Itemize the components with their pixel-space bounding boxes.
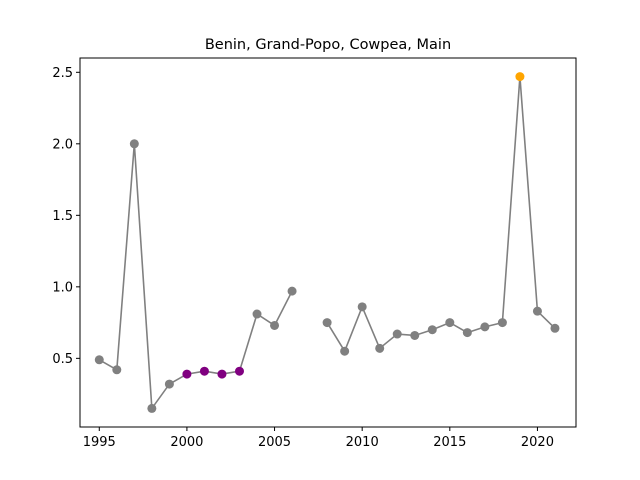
data-point [497, 318, 507, 328]
x-tick-label: 2005 [258, 435, 291, 450]
y-tick-label: 1.5 [52, 209, 73, 224]
data-point [252, 309, 262, 319]
x-tick-label: 2010 [346, 435, 379, 450]
data-point [340, 346, 350, 356]
data-point [287, 286, 297, 296]
chart-axes: 1995 2000 2005 2010 2015 2020 0.5 1.0 1.5 2.0 2.5 [52, 57, 577, 450]
y-tick-label: 2.0 [52, 137, 73, 152]
chart-marks [94, 72, 560, 413]
data-point [129, 139, 139, 149]
data-point [550, 323, 560, 333]
max-data-point [515, 72, 525, 82]
data-point [164, 379, 174, 389]
highlighted-data-point [199, 366, 209, 376]
data-point [147, 403, 157, 413]
data-point [112, 365, 122, 375]
data-point [410, 330, 420, 340]
x-tick-label: 2020 [521, 435, 554, 450]
plot-frame [79, 57, 577, 428]
y-tick-label: 1.0 [52, 280, 73, 295]
data-point [270, 320, 280, 330]
data-point [392, 329, 402, 339]
y-tick-label: 0.5 [52, 352, 73, 367]
x-tick-label: 2000 [170, 435, 203, 450]
data-point [322, 318, 332, 328]
x-tick-label: 1995 [83, 435, 116, 450]
highlighted-data-point [234, 366, 244, 376]
data-point [94, 355, 104, 365]
data-point [462, 328, 472, 338]
chart-title: Benin, Grand-Popo, Cowpea, Main [205, 37, 451, 53]
data-point [480, 322, 490, 332]
data-point [532, 306, 542, 316]
data-point [427, 325, 437, 335]
highlighted-data-point [182, 369, 192, 379]
y-tick-label: 2.5 [52, 66, 73, 81]
data-point [445, 318, 455, 328]
highlighted-data-point [217, 369, 227, 379]
data-point [357, 302, 367, 312]
series-line-2 [326, 76, 556, 353]
x-tick-label: 2015 [433, 435, 466, 450]
data-point [375, 343, 385, 353]
